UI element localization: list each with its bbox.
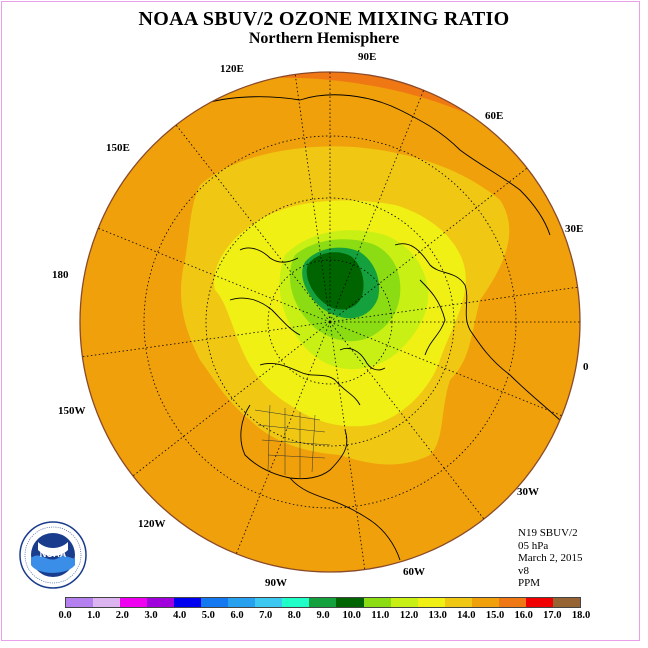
lon-label-0: 0: [583, 361, 589, 373]
colorbar: [65, 597, 581, 608]
logo-text: NOAA: [40, 549, 67, 559]
colorbar-tick-label: 0.0: [58, 610, 72, 621]
lon-label-150w: 150W: [58, 405, 86, 417]
colorbar-tick-label: 12.0: [399, 610, 419, 621]
lon-label-150e: 150E: [106, 142, 130, 154]
colorbar-swatch: [201, 598, 229, 607]
colorbar-swatch: [471, 598, 499, 607]
info-instrument: N19 SBUV/2: [518, 527, 578, 539]
colorbar-tick-label: 11.0: [371, 610, 390, 621]
colorbar-swatch: [552, 598, 580, 607]
colorbar-swatch: [363, 598, 391, 607]
meridian-line: [235, 321, 331, 554]
colorbar-tick-label: 17.0: [543, 610, 562, 621]
meridian-line: [329, 321, 366, 570]
lon-label-90e: 90E: [358, 51, 377, 63]
colorbar-swatch: [417, 598, 445, 607]
colorbar-swatch: [282, 598, 310, 607]
state-boundaries: [254, 404, 331, 478]
meridian-line: [329, 286, 578, 323]
lon-label-30w: 30W: [517, 486, 539, 498]
figure-frame: [1, 1, 640, 641]
colorbar-tick-label: 4.0: [173, 610, 187, 621]
graticule: [143, 72, 580, 509]
meridian-line: [294, 74, 331, 323]
colorbar-tick-label: 7.0: [259, 610, 273, 621]
meridian-line: [175, 124, 331, 323]
noaa-logo: NOAA: [19, 521, 87, 589]
info-date: March 2, 2015: [518, 552, 583, 564]
colorbar-tick-label: 10.0: [342, 610, 361, 621]
lon-label-30e: 30E: [565, 223, 584, 235]
colorbar-tick-label: 3.0: [144, 610, 158, 621]
colorbar-tick-label: 14.0: [457, 610, 476, 621]
colorbar-swatch: [174, 598, 202, 607]
colorbar-swatch: [336, 598, 364, 607]
field-darkest-core: [306, 252, 364, 310]
meridian-line: [132, 321, 331, 477]
lon-label-180: 180: [52, 269, 69, 281]
colorbar-swatch: [390, 598, 418, 607]
colorbar-tick-label: 5.0: [201, 610, 215, 621]
colorbar-swatch: [309, 598, 337, 607]
colorbar-swatch: [228, 598, 256, 607]
lon-label-120w: 120W: [138, 518, 166, 530]
info-units: PPM: [518, 577, 541, 589]
info-version: v8: [518, 564, 529, 577]
colorbar-tick-label: 9.0: [316, 610, 330, 621]
lon-label-60e: 60E: [485, 110, 504, 122]
colorbar-tick-label: 1.0: [87, 610, 101, 621]
colorbar-tick-label: 6.0: [230, 610, 244, 621]
colorbar-tick-label: 15.0: [485, 610, 505, 621]
colorbar-tick-label: 18.0: [571, 610, 591, 621]
info-level: 05 hPa: [518, 539, 549, 552]
colorbar-tick-label: 2.0: [115, 610, 129, 621]
colorbar-tick-label: 13.0: [428, 610, 447, 621]
colorbar-swatch: [444, 598, 472, 607]
colorbar-tick-label: 16.0: [514, 610, 533, 621]
meridian-line: [329, 321, 562, 417]
colorbar-swatch: [93, 598, 121, 607]
colorbar-swatch: [120, 598, 148, 607]
meridian-line: [98, 227, 331, 323]
map-boundary: [79, 71, 581, 573]
colorbar-swatch: [66, 598, 94, 607]
map-subtitle: Northern Hemisphere: [248, 30, 400, 47]
map-title: NOAA SBUV/2 OZONE MIXING RATIO: [138, 8, 510, 30]
info-block: N19 SBUV/2 05 hPa March 2, 2015 v8 PPM: [518, 527, 582, 590]
meridian-line: [329, 321, 485, 520]
colorbar-swatch: [147, 598, 175, 607]
colorbar-swatch: [525, 598, 553, 607]
lon-label-60w: 60W: [403, 566, 425, 578]
colorbar-swatch: [498, 598, 526, 607]
meridian-line: [329, 167, 528, 323]
lon-label-90w: 90W: [265, 577, 287, 589]
lon-label-120e: 120E: [220, 63, 244, 75]
colorbar-tick-label: 8.0: [287, 610, 301, 621]
colorbar-swatch: [255, 598, 283, 607]
meridian-line: [329, 90, 425, 323]
meridian-line: [82, 321, 331, 358]
meridian-lines: [82, 74, 578, 570]
